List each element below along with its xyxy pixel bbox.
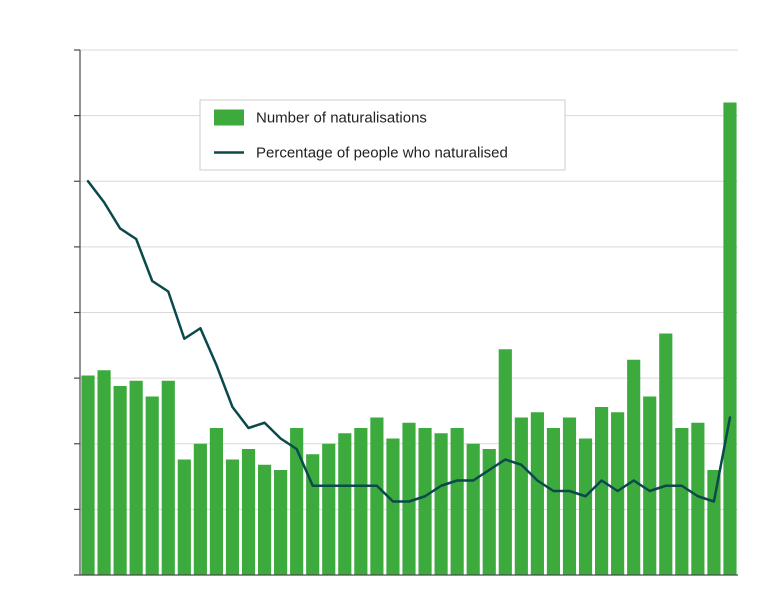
bar — [386, 439, 399, 576]
bar — [162, 381, 175, 575]
bar — [258, 465, 271, 575]
bar — [242, 449, 255, 575]
bar — [114, 386, 127, 575]
bar — [146, 397, 159, 576]
bar — [515, 418, 528, 576]
bar — [707, 470, 720, 575]
bar — [354, 428, 367, 575]
bar — [467, 444, 480, 575]
bar — [451, 428, 464, 575]
bar — [723, 103, 736, 576]
chart-container: Number of naturalisations Percentage of p… — [0, 0, 768, 615]
bar — [178, 460, 191, 576]
bar — [322, 444, 335, 575]
bar — [338, 433, 351, 575]
bar — [210, 428, 223, 575]
bar — [130, 381, 143, 575]
bar — [81, 376, 94, 576]
bar — [627, 360, 640, 575]
legend-label: Number of naturalisations — [256, 110, 427, 127]
bar — [194, 444, 207, 575]
bar — [643, 397, 656, 576]
bar — [659, 334, 672, 576]
bar — [226, 460, 239, 576]
bar — [370, 418, 383, 576]
bar — [435, 433, 448, 575]
bar — [531, 412, 544, 575]
bar — [579, 439, 592, 576]
legend-label: Percentage of people who naturalised — [256, 145, 508, 162]
bar — [675, 428, 688, 575]
bar — [274, 470, 287, 575]
bar — [418, 428, 431, 575]
legend: Number of naturalisations Percentage of p… — [200, 100, 565, 170]
bar — [611, 412, 624, 575]
bar — [97, 370, 110, 575]
bar — [595, 407, 608, 575]
bar — [563, 418, 576, 576]
naturalisations-chart: Number of naturalisations Percentage of p… — [0, 0, 768, 615]
bar — [547, 428, 560, 575]
